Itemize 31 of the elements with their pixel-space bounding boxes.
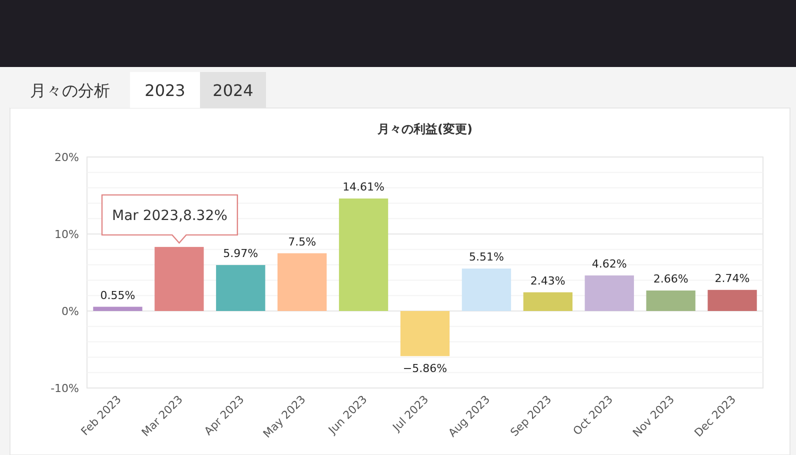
bar [523, 292, 572, 311]
tooltip: Mar 2023,8.32% [101, 194, 238, 244]
data-label: 0.55% [100, 288, 136, 302]
text: 2023 [144, 81, 186, 100]
text: 2024 [212, 81, 254, 100]
bar [338, 198, 388, 311]
bar [708, 290, 757, 311]
bar [400, 311, 450, 356]
annotation: Mar 2023,8.32% [112, 208, 228, 224]
bar [646, 290, 696, 311]
y-tick-label: -10% [50, 382, 79, 395]
bar [216, 265, 266, 311]
data-label: 4.62% [592, 257, 627, 270]
data-label: 2.43% [530, 274, 566, 288]
chart-title: 月々の利益(変更) [376, 122, 472, 136]
data-label: 5.51% [468, 250, 504, 264]
y-tick-label: 20% [54, 151, 79, 164]
bar [462, 268, 512, 311]
data-label: 2.74% [714, 272, 750, 285]
bar [584, 275, 634, 311]
bar [93, 306, 142, 311]
data-label: 5.97% [223, 247, 258, 260]
bar [278, 253, 327, 311]
data-label: 7.5% [288, 235, 316, 248]
data-label: −5.86% [402, 362, 448, 376]
data-label: 14.61% [342, 180, 385, 194]
text: 月々の分析 [30, 81, 110, 100]
y-tick-label: 0% [62, 305, 79, 318]
y-tick-label: 10% [54, 228, 79, 241]
bar [154, 246, 204, 311]
data-label: 2.66% [653, 272, 688, 286]
